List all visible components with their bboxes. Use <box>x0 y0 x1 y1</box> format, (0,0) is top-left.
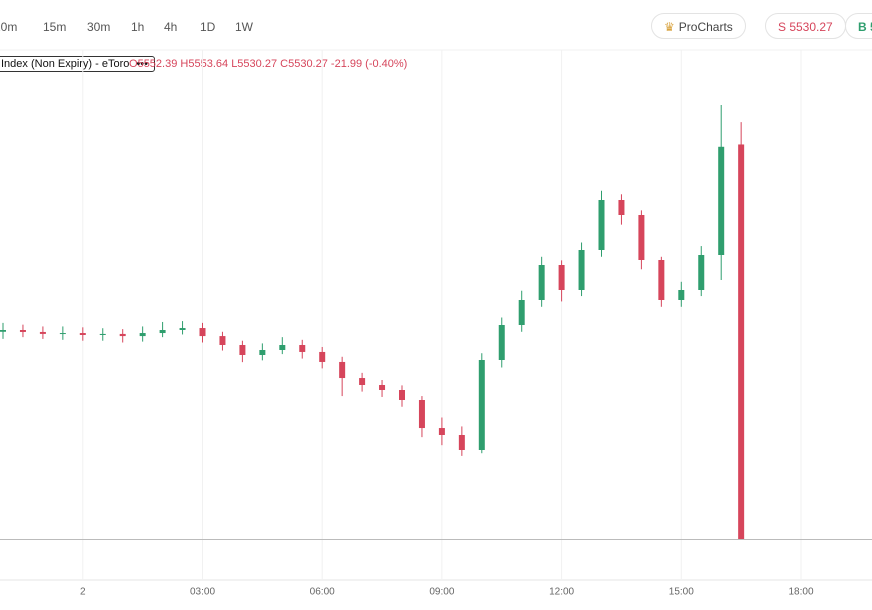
legend-open: O5552.39 <box>129 58 178 70</box>
candle-body <box>658 260 665 300</box>
legend-change: -21.99 (-0.40%) <box>330 58 408 70</box>
candle-body <box>518 300 525 325</box>
interval-button[interactable]: 1W <box>235 20 253 34</box>
candle-body <box>239 345 246 355</box>
interval-button[interactable]: 10m <box>0 20 18 34</box>
candle-body <box>738 144 745 540</box>
legend-close: C5530.27 <box>280 58 328 70</box>
candle-body <box>718 146 725 255</box>
candle-body <box>558 265 565 290</box>
candle-body <box>219 336 226 345</box>
candle-body <box>458 435 465 450</box>
candle-body <box>159 330 166 334</box>
candle-body <box>638 215 645 260</box>
candle-body <box>418 400 425 429</box>
legend-low: L5530.27 <box>231 58 278 70</box>
interval-button[interactable]: 4h <box>164 20 178 34</box>
candle-body <box>59 333 66 335</box>
candle-body <box>259 350 266 355</box>
candle-body <box>299 345 306 352</box>
candle-body <box>399 390 405 400</box>
candle-body <box>39 331 46 334</box>
candle-body <box>379 385 386 390</box>
x-tick-label: 03:00 <box>190 587 215 598</box>
candle-body <box>359 378 366 385</box>
ohlc-values: O5552.39 H5553.64 L5530.27 C5530.27 -21.… <box>129 58 407 70</box>
candle-body <box>0 330 6 332</box>
candle-body <box>119 333 126 337</box>
sell-button[interactable]: S 5530.27 <box>765 13 846 39</box>
candle-body <box>339 361 346 379</box>
candle-body <box>598 200 605 250</box>
x-tick-label: 09:00 <box>429 587 454 598</box>
candle-body <box>498 325 505 360</box>
candle-body <box>279 345 286 350</box>
candle-body <box>139 333 146 337</box>
crown-icon: ♛ <box>664 20 675 34</box>
interval-button[interactable]: 1h <box>131 20 145 34</box>
candle-body <box>99 333 106 335</box>
candle-body <box>19 330 26 332</box>
pro-charts-label: ProCharts <box>678 20 733 34</box>
interval-button[interactable]: 1D <box>200 20 216 34</box>
candle-body <box>698 255 705 290</box>
candle-body <box>319 351 326 362</box>
legend-high: H5553.64 <box>180 58 229 70</box>
candle-body <box>179 328 186 330</box>
x-tick-label: 06:00 <box>310 587 335 598</box>
legend-menu[interactable]: ••• <box>136 58 149 70</box>
candle-body <box>678 290 685 300</box>
interval-button[interactable]: 30m <box>87 20 111 34</box>
symbol-name: Index (Non Expiry) - eToro <box>1 58 130 70</box>
interval-button[interactable]: 15m <box>43 20 67 34</box>
candle-body <box>478 360 485 450</box>
symbol-box[interactable]: Index (Non Expiry) - eToro ••• <box>0 56 156 72</box>
x-tick-label: 12:00 <box>549 587 574 598</box>
legend-row: Index (Non Expiry) - eToro •••O5552.39 H… <box>0 56 407 72</box>
pro-charts-button[interactable]: ♛ ProCharts <box>651 13 746 39</box>
candle-body <box>538 265 545 300</box>
buy-button[interactable]: B 5 <box>845 13 872 39</box>
x-tick-label: 18:00 <box>788 587 813 598</box>
candle-body <box>578 250 585 290</box>
candle-body <box>618 200 625 215</box>
x-tick-label: 2 <box>80 587 86 598</box>
candle-body <box>438 428 445 435</box>
candle-body <box>199 328 206 337</box>
candle-body <box>79 333 86 335</box>
x-tick-label: 15:00 <box>669 587 694 598</box>
